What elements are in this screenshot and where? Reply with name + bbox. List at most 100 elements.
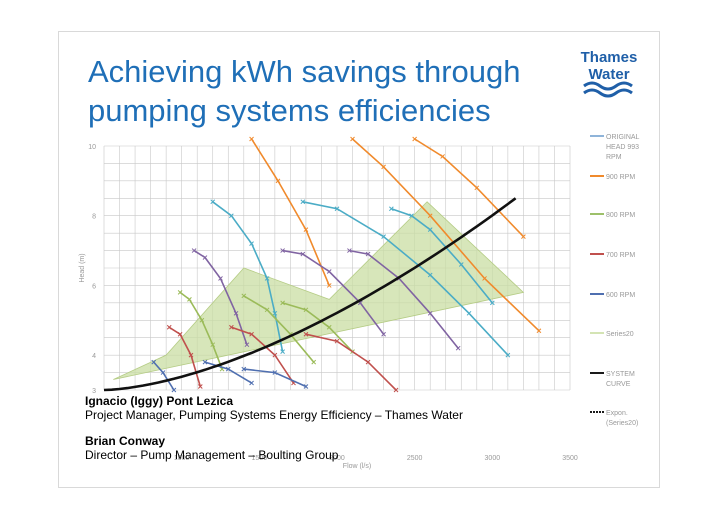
thames-water-logo: Thames Water xyxy=(581,49,638,98)
curve-teal-1-marker xyxy=(264,276,270,281)
legend-label: 800 RPM xyxy=(606,212,635,219)
legend-label: Series20 xyxy=(606,331,634,338)
legend-item: 700 RPM xyxy=(590,252,635,259)
curve-green-3-marker xyxy=(280,300,285,306)
y-tick-label: 6 xyxy=(92,283,96,290)
curve-red-1-marker xyxy=(166,324,172,330)
pump-curves-chart: 3 4 6 8 10 1000 1500 2000 2500 3000 3500 Head (m) Fl… xyxy=(79,134,640,470)
curve-red-3-marker xyxy=(334,338,340,344)
y-axis-label: Head (m) xyxy=(79,253,86,282)
curve-orange-1-marker xyxy=(249,136,254,142)
curve-red-2-marker xyxy=(249,331,254,337)
legend-item: 900 RPM xyxy=(590,174,635,181)
credits-block: Ignacio (Iggy) Pont Lezica Project Manag… xyxy=(85,394,605,462)
x-tick-label: 3000 xyxy=(485,455,501,462)
curve-green-1-marker xyxy=(187,297,192,302)
curve-blue-1-marker xyxy=(160,370,166,375)
curve-orange-1-marker xyxy=(303,227,309,233)
curve-teal-2-marker xyxy=(381,234,386,239)
x-tick-label: 2500 xyxy=(407,455,423,462)
curve-green-3-marker xyxy=(303,307,309,313)
curve-orange-3-marker xyxy=(521,234,526,239)
chart-axes: 3 4 6 8 10 1000 1500 2000 2500 3000 3500 Head (m) Fl… xyxy=(79,144,578,470)
slide-frame xyxy=(58,31,660,488)
curve-purple-2-marker xyxy=(381,331,386,337)
curve-red-3 xyxy=(305,333,397,391)
x-tick-label: 2000 xyxy=(329,455,345,462)
curve-teal-2-marker xyxy=(427,272,433,278)
logo-wave-1 xyxy=(583,81,633,91)
curve-orange-2-marker xyxy=(427,213,433,219)
curve-red-1 xyxy=(168,326,202,387)
curve-orange-2-marker xyxy=(536,328,542,334)
x-tick-label: 3500 xyxy=(562,455,578,462)
curve-green-3 xyxy=(282,302,354,353)
curve-orange-1-marker xyxy=(275,178,281,184)
legend-item: ORIGINAL HEAD 993 RPM xyxy=(590,134,640,161)
legend-label: 900 RPM xyxy=(606,174,635,181)
curve-teal-1-marker xyxy=(280,349,285,355)
legend-label: HEAD 993 xyxy=(606,144,639,151)
curve-teal-2-marker xyxy=(505,352,511,358)
curve-blue-3-marker xyxy=(272,370,278,375)
curve-purple-1-marker xyxy=(233,310,239,316)
curve-orange-3-marker xyxy=(412,136,418,142)
legend-label: RPM xyxy=(606,154,622,161)
curve-blue-1-marker xyxy=(151,359,157,365)
legend-label: SYSTEM xyxy=(606,371,635,378)
curve-purple-1-marker xyxy=(191,248,197,253)
curve-green-2-marker xyxy=(264,307,270,313)
chart-legend: ORIGINAL HEAD 993 RPM 900 RPM 800 RPM 700 RPM… xyxy=(590,134,640,427)
curve-purple-3-marker xyxy=(347,248,352,253)
curve-teal-3-marker xyxy=(389,206,394,212)
legend-item: SYSTEM CURVE xyxy=(590,371,635,388)
logo-text-line1: Thames xyxy=(581,49,638,66)
y-tick-label: 8 xyxy=(92,214,96,221)
curve-blue-2-marker xyxy=(225,366,231,372)
x-tick-label: 1000 xyxy=(174,455,190,462)
curve-blue-1-marker xyxy=(171,387,177,393)
curve-orange-3 xyxy=(414,138,524,238)
curve-teal-3-marker xyxy=(489,300,495,306)
curve-teal-1-marker xyxy=(210,199,216,205)
efficiency-band xyxy=(113,201,525,380)
curve-red-2-marker xyxy=(229,324,234,330)
curve-teal-1-marker xyxy=(249,241,254,246)
curve-green-1-marker xyxy=(210,342,216,348)
curve-orange-3-marker xyxy=(474,185,480,191)
curve-purple-3-marker xyxy=(365,251,371,257)
curve-orange-2-marker xyxy=(350,136,355,142)
curve-green-1-marker xyxy=(199,317,205,323)
curve-red-3-marker xyxy=(393,387,399,393)
slide-title: Achieving kWh savings through pumping sy… xyxy=(88,52,558,130)
legend-item: Expon. (Series20) xyxy=(590,410,638,427)
efficiency-band-area xyxy=(113,201,525,380)
pump-curves xyxy=(103,136,542,393)
curve-purple-2-marker xyxy=(280,248,285,253)
curve-red-1-marker xyxy=(188,352,194,358)
legend-label: 700 RPM xyxy=(606,252,635,259)
curve-green-2 xyxy=(243,295,315,363)
title-line-2: pumping systems efficiencies xyxy=(88,93,491,128)
legend-item: 800 RPM xyxy=(590,212,635,219)
curve-teal-1-marker xyxy=(229,213,234,219)
curve-blue-2-marker xyxy=(249,380,254,386)
curve-orange-1 xyxy=(250,138,330,286)
curve-blue-3-marker xyxy=(241,366,247,372)
y-tick-label: 4 xyxy=(92,353,96,360)
legend-label: 600 RPM xyxy=(606,292,635,299)
curve-green-3-marker xyxy=(326,324,332,330)
legend-label: ORIGINAL xyxy=(606,134,640,141)
curve-orange-3-marker xyxy=(440,154,445,159)
curve-purple-3-marker xyxy=(455,345,461,351)
curve-red-3-marker xyxy=(303,331,309,337)
curve-teal-3-marker xyxy=(427,227,433,233)
curve-blue-2-marker xyxy=(202,359,208,365)
curve-teal-2 xyxy=(302,201,509,356)
x-axis-label: Flow (l/s) xyxy=(343,463,371,470)
curve-purple-2-marker xyxy=(300,251,306,257)
curve-green-1-marker xyxy=(177,290,183,295)
y-tick-label: 10 xyxy=(88,144,96,151)
credit-2-role: Director – Pump Management – Boulting Gr… xyxy=(85,448,339,462)
curve-purple-2-marker xyxy=(326,269,332,274)
